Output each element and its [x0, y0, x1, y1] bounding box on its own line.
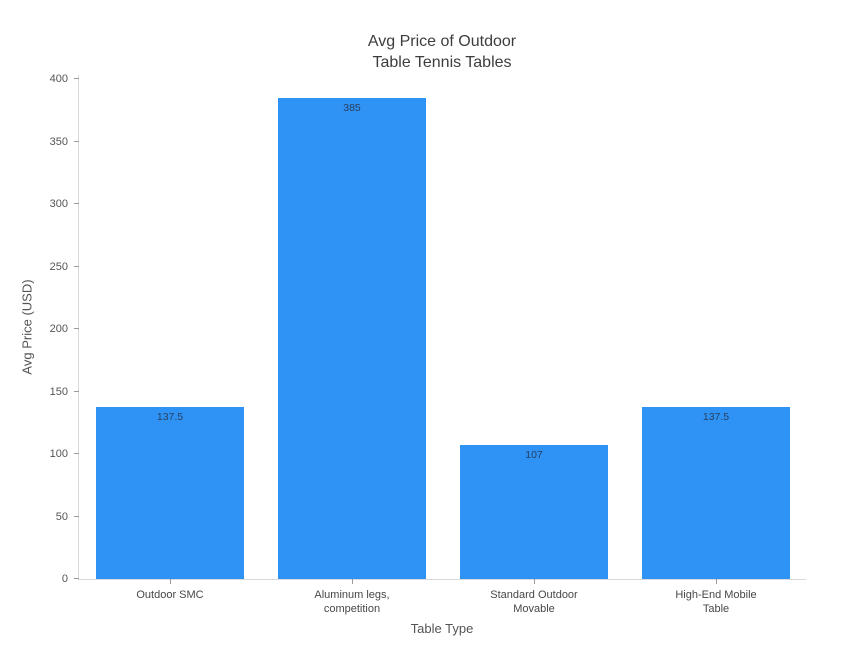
y-tick-label: 0: [61, 573, 68, 585]
x-tick-mark: [170, 579, 171, 584]
y-tick-label: 400: [49, 73, 68, 85]
bar: 137.5: [96, 407, 244, 579]
y-tick-label: 350: [49, 135, 68, 148]
y-axis-title: Avg Price (USD): [19, 279, 35, 375]
x-category-label: Aluminum legs, competition: [314, 589, 390, 615]
x-tick-mark: [716, 579, 717, 584]
y-tick-label: 250: [49, 260, 68, 273]
x-category-label: Standard Outdoor Movable: [490, 589, 578, 615]
bar-value-label: 107: [525, 449, 543, 462]
y-tick-mark: [74, 78, 79, 79]
y-tick-label: 150: [49, 385, 68, 398]
y-tick-mark: [74, 453, 79, 454]
y-tick-label: 200: [49, 323, 68, 335]
x-axis-title: Table Type: [410, 621, 474, 636]
y-tick-mark: [74, 328, 79, 329]
bar-value-label: 385: [343, 101, 361, 114]
bar: 137.5: [642, 407, 790, 579]
y-tick-mark: [74, 203, 79, 204]
chart-title-line-1: Avg Price of Outdoor: [367, 33, 517, 50]
chart-title: Avg Price of Outdoor Table Tennis Tables: [78, 31, 806, 73]
x-tick-mark: [352, 579, 353, 584]
x-category-label: Outdoor SMC: [136, 589, 204, 601]
bar-value-label: 137.5: [156, 411, 184, 424]
y-tick-mark: [74, 515, 79, 517]
y-tick-mark: [74, 390, 79, 392]
y-tick-mark: [74, 265, 79, 267]
y-tick-label: 300: [49, 198, 68, 210]
bar-value-label: 137.5: [702, 411, 730, 424]
y-tick-mark: [74, 578, 79, 579]
x-tick-mark: [534, 579, 535, 584]
bar: 385: [278, 97, 426, 579]
y-tick-label: 50: [55, 510, 68, 523]
plot-area: 0 50 100 150 200 250 300 350 400 137.5 Outdoor SMC…: [50, 73, 806, 615]
x-category-label: High-End Mobile Table: [675, 589, 757, 615]
y-tick-label: 100: [49, 448, 68, 460]
y-tick-mark: [74, 140, 79, 142]
bar: 107: [460, 445, 608, 579]
chart-title-line-2: Table Tennis Tables: [372, 54, 512, 71]
